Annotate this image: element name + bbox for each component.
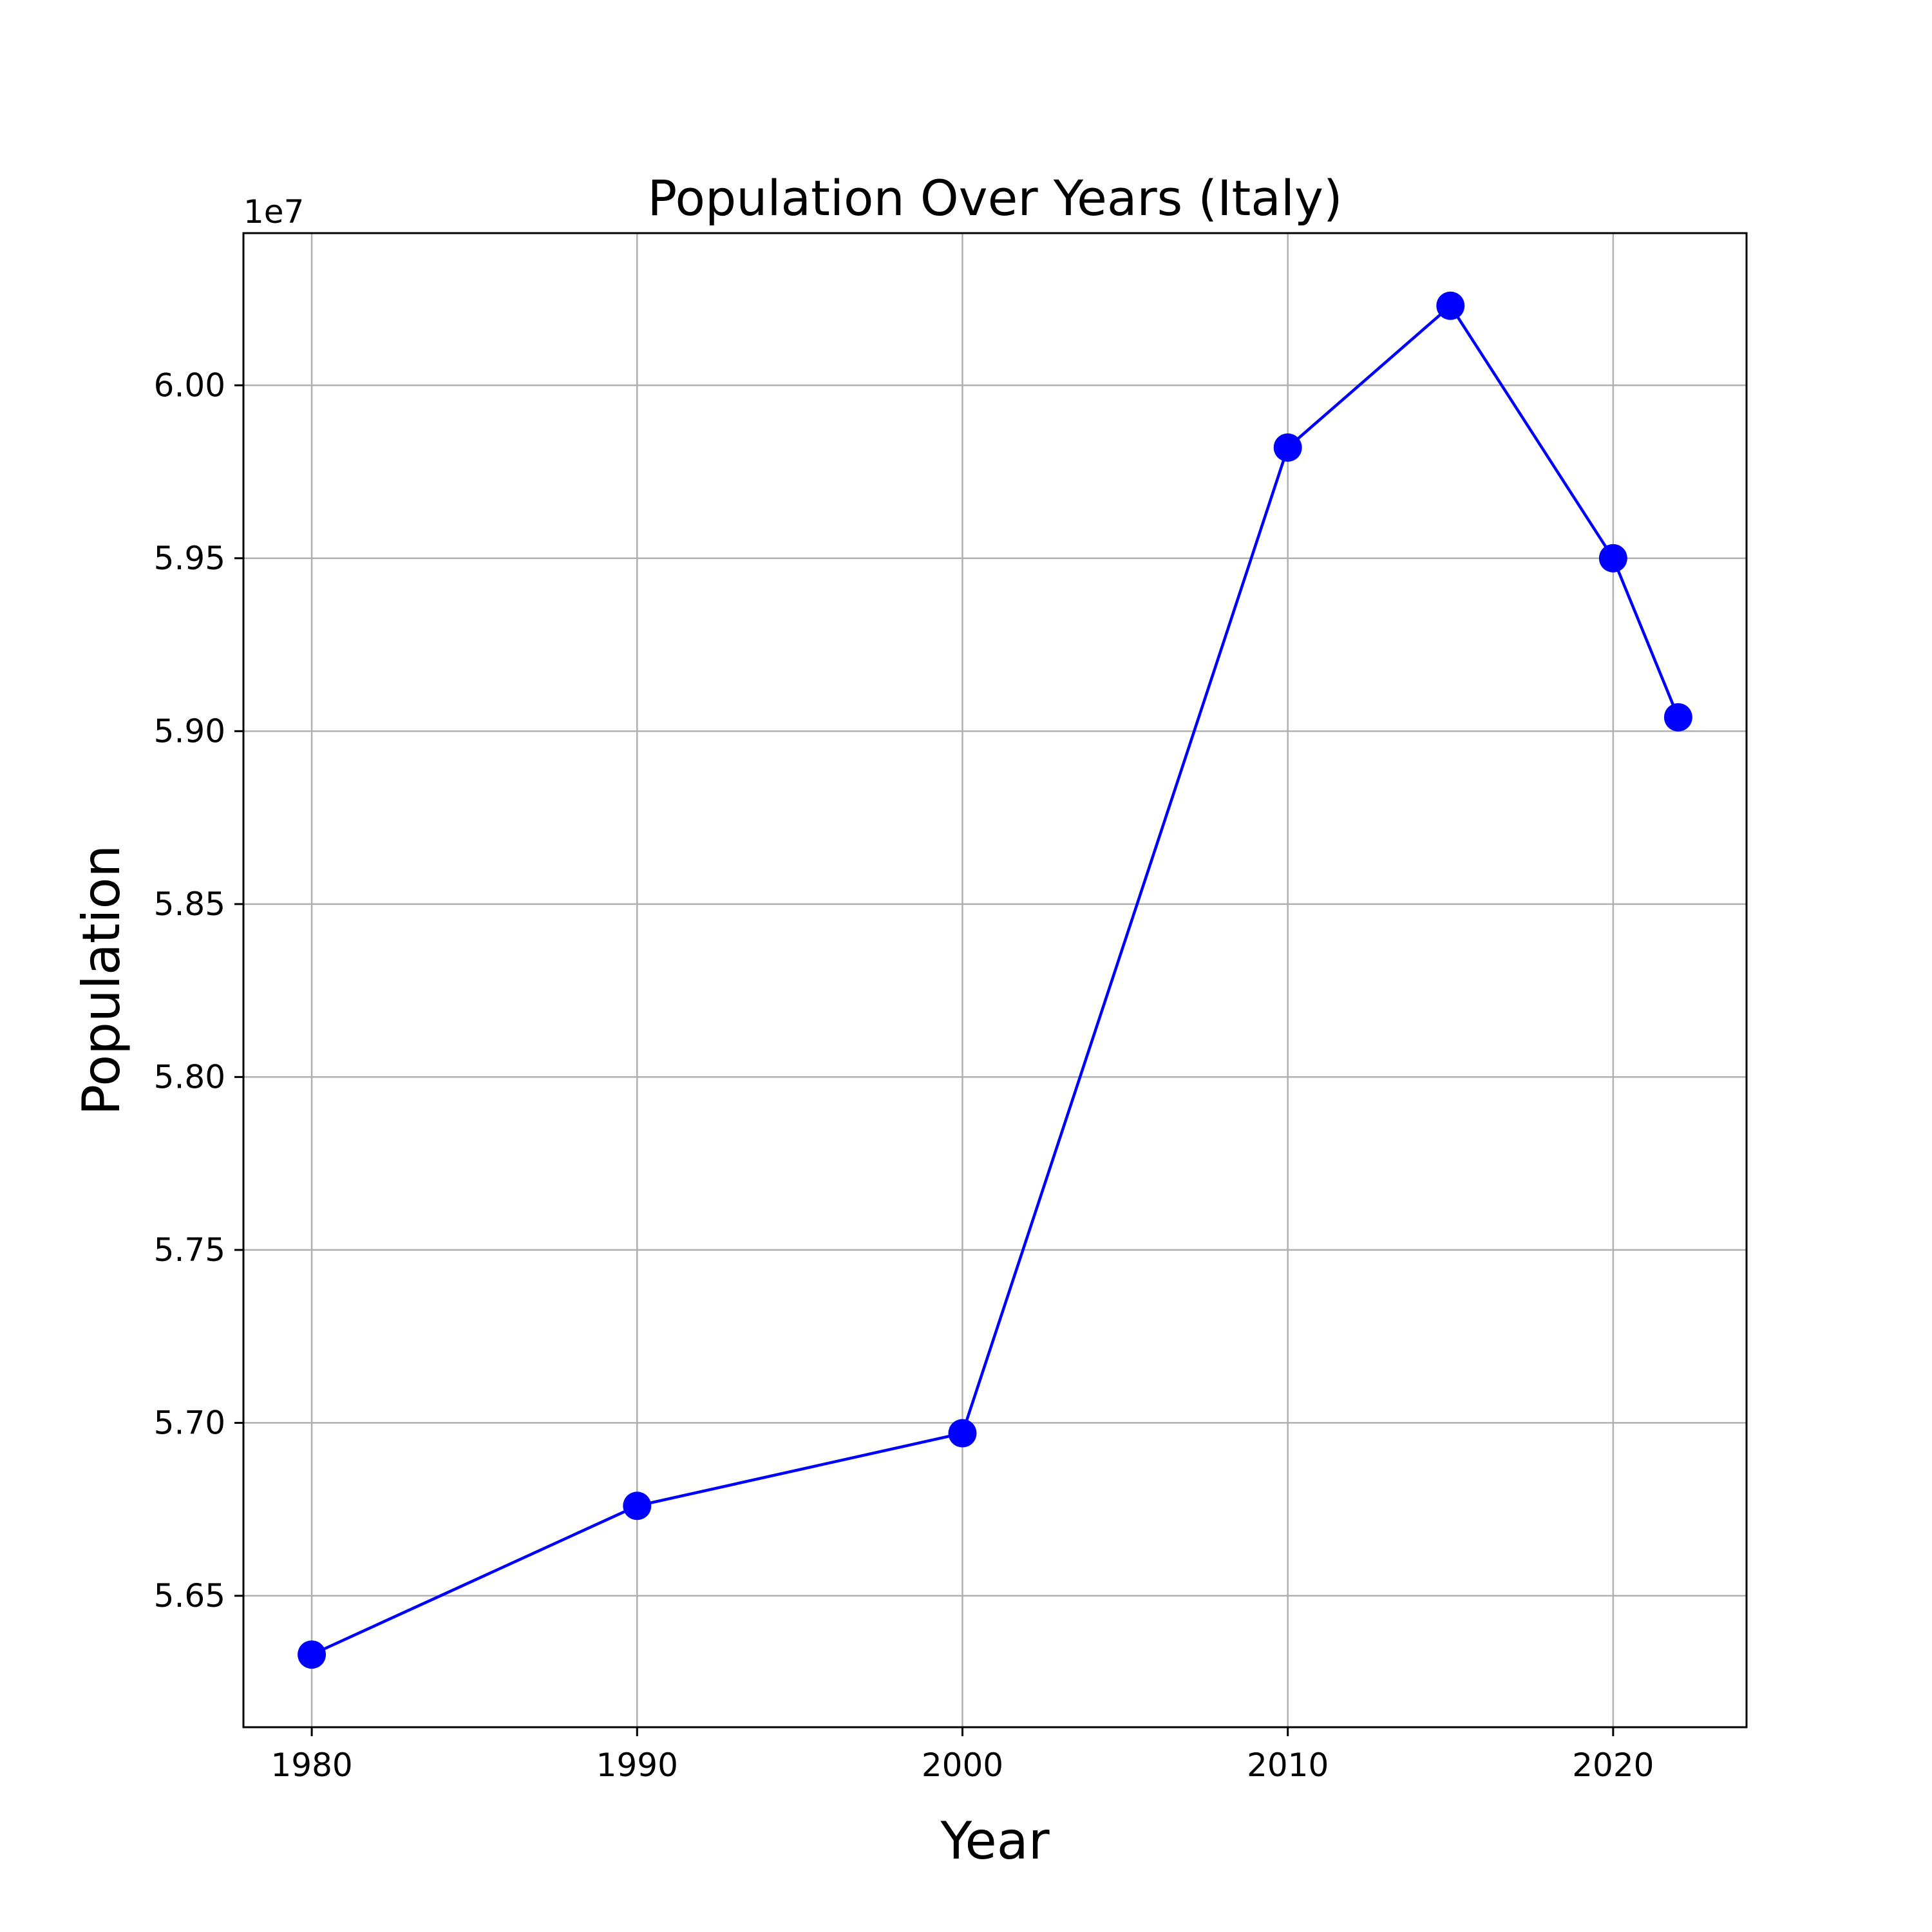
ticks: 1980 1990 2000 2010 2020 5.65 5.70 5.75 5.80 5.85… [154,366,1654,1784]
y-axis-label: Population [71,845,131,1115]
y-tick-label: 5.90 [154,712,225,750]
data-point [1436,291,1465,320]
data-point [1273,433,1302,462]
y-axis-offset-label: 1e7 [243,193,304,231]
data-point [298,1640,327,1669]
data-point [1663,703,1692,732]
x-tick-label: 1990 [596,1747,678,1784]
y-tick-label: 5.80 [154,1058,225,1095]
series-layer [298,291,1692,1669]
y-tick-label: 5.95 [154,540,225,577]
plot-area [243,233,1747,1727]
x-tick-label: 2010 [1247,1747,1329,1784]
data-point [948,1419,977,1448]
y-tick-label: 5.75 [154,1231,225,1269]
plot-frame [242,232,1748,1728]
y-tick-label: 5.70 [154,1404,225,1441]
grid-lines [243,233,1747,1727]
data-point [623,1492,652,1520]
data-point [1598,544,1627,573]
chart-title: Population Over Years (Italy) [647,169,1342,227]
y-tick-label: 5.85 [154,886,225,923]
y-tick-label: 5.65 [154,1577,225,1615]
x-tick-label: 2020 [1572,1747,1654,1784]
x-axis-label: Year [940,1811,1049,1871]
x-tick-label: 2000 [922,1747,1003,1784]
y-tick-label: 6.00 [154,366,225,404]
x-tick-label: 1980 [270,1747,352,1784]
